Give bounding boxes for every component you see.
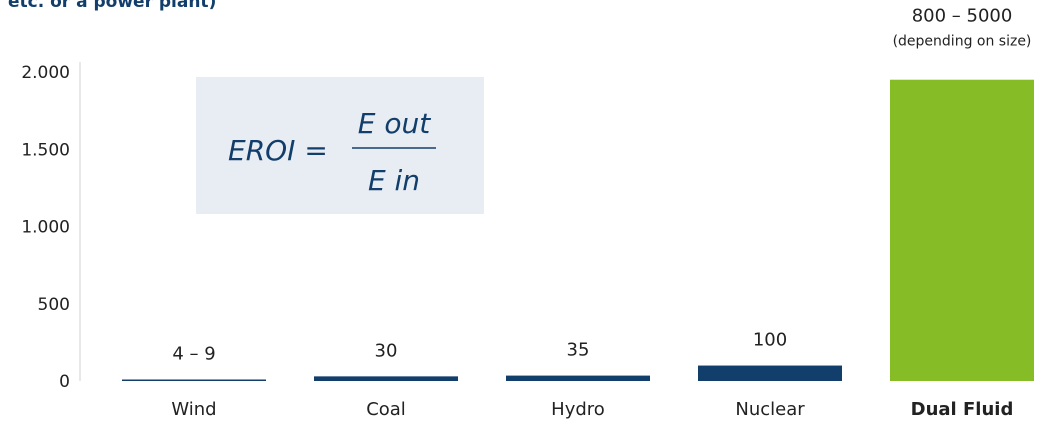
y-tick-label: 0 [59, 372, 70, 392]
formula-denominator: E in [368, 164, 420, 197]
y-tick-label: 1.500 [21, 140, 70, 160]
bar-coal [314, 376, 458, 381]
bar-wind [122, 379, 266, 381]
data-label-note: (depending on size) [893, 34, 1032, 50]
category-label: Hydro [551, 399, 605, 420]
y-tick-label: 500 [38, 295, 70, 315]
formula-background [196, 77, 484, 214]
formula-lhs: EROI = [228, 134, 328, 167]
category-label: Nuclear [735, 399, 805, 420]
formula-numerator: E out [358, 107, 431, 140]
data-label: 100 [753, 330, 787, 351]
category-label: Wind [171, 399, 216, 420]
y-tick-label: 1.000 [21, 218, 70, 238]
y-tick-label: 2.000 [21, 63, 70, 83]
category-label: Coal [366, 399, 406, 420]
data-label: 35 [567, 340, 590, 361]
bar-nuclear [698, 365, 842, 381]
category-label: Dual Fluid [911, 399, 1014, 420]
chart-title: etc. or a power plant) [8, 0, 217, 12]
data-label: 30 [375, 340, 398, 361]
bar-dual-fluid [890, 79, 1034, 381]
formula-box: EROI = E out E in [196, 77, 484, 214]
data-label: 4 – 9 [172, 344, 215, 365]
data-label: 800 – 5000 [912, 6, 1013, 27]
bar-hydro [506, 375, 650, 381]
